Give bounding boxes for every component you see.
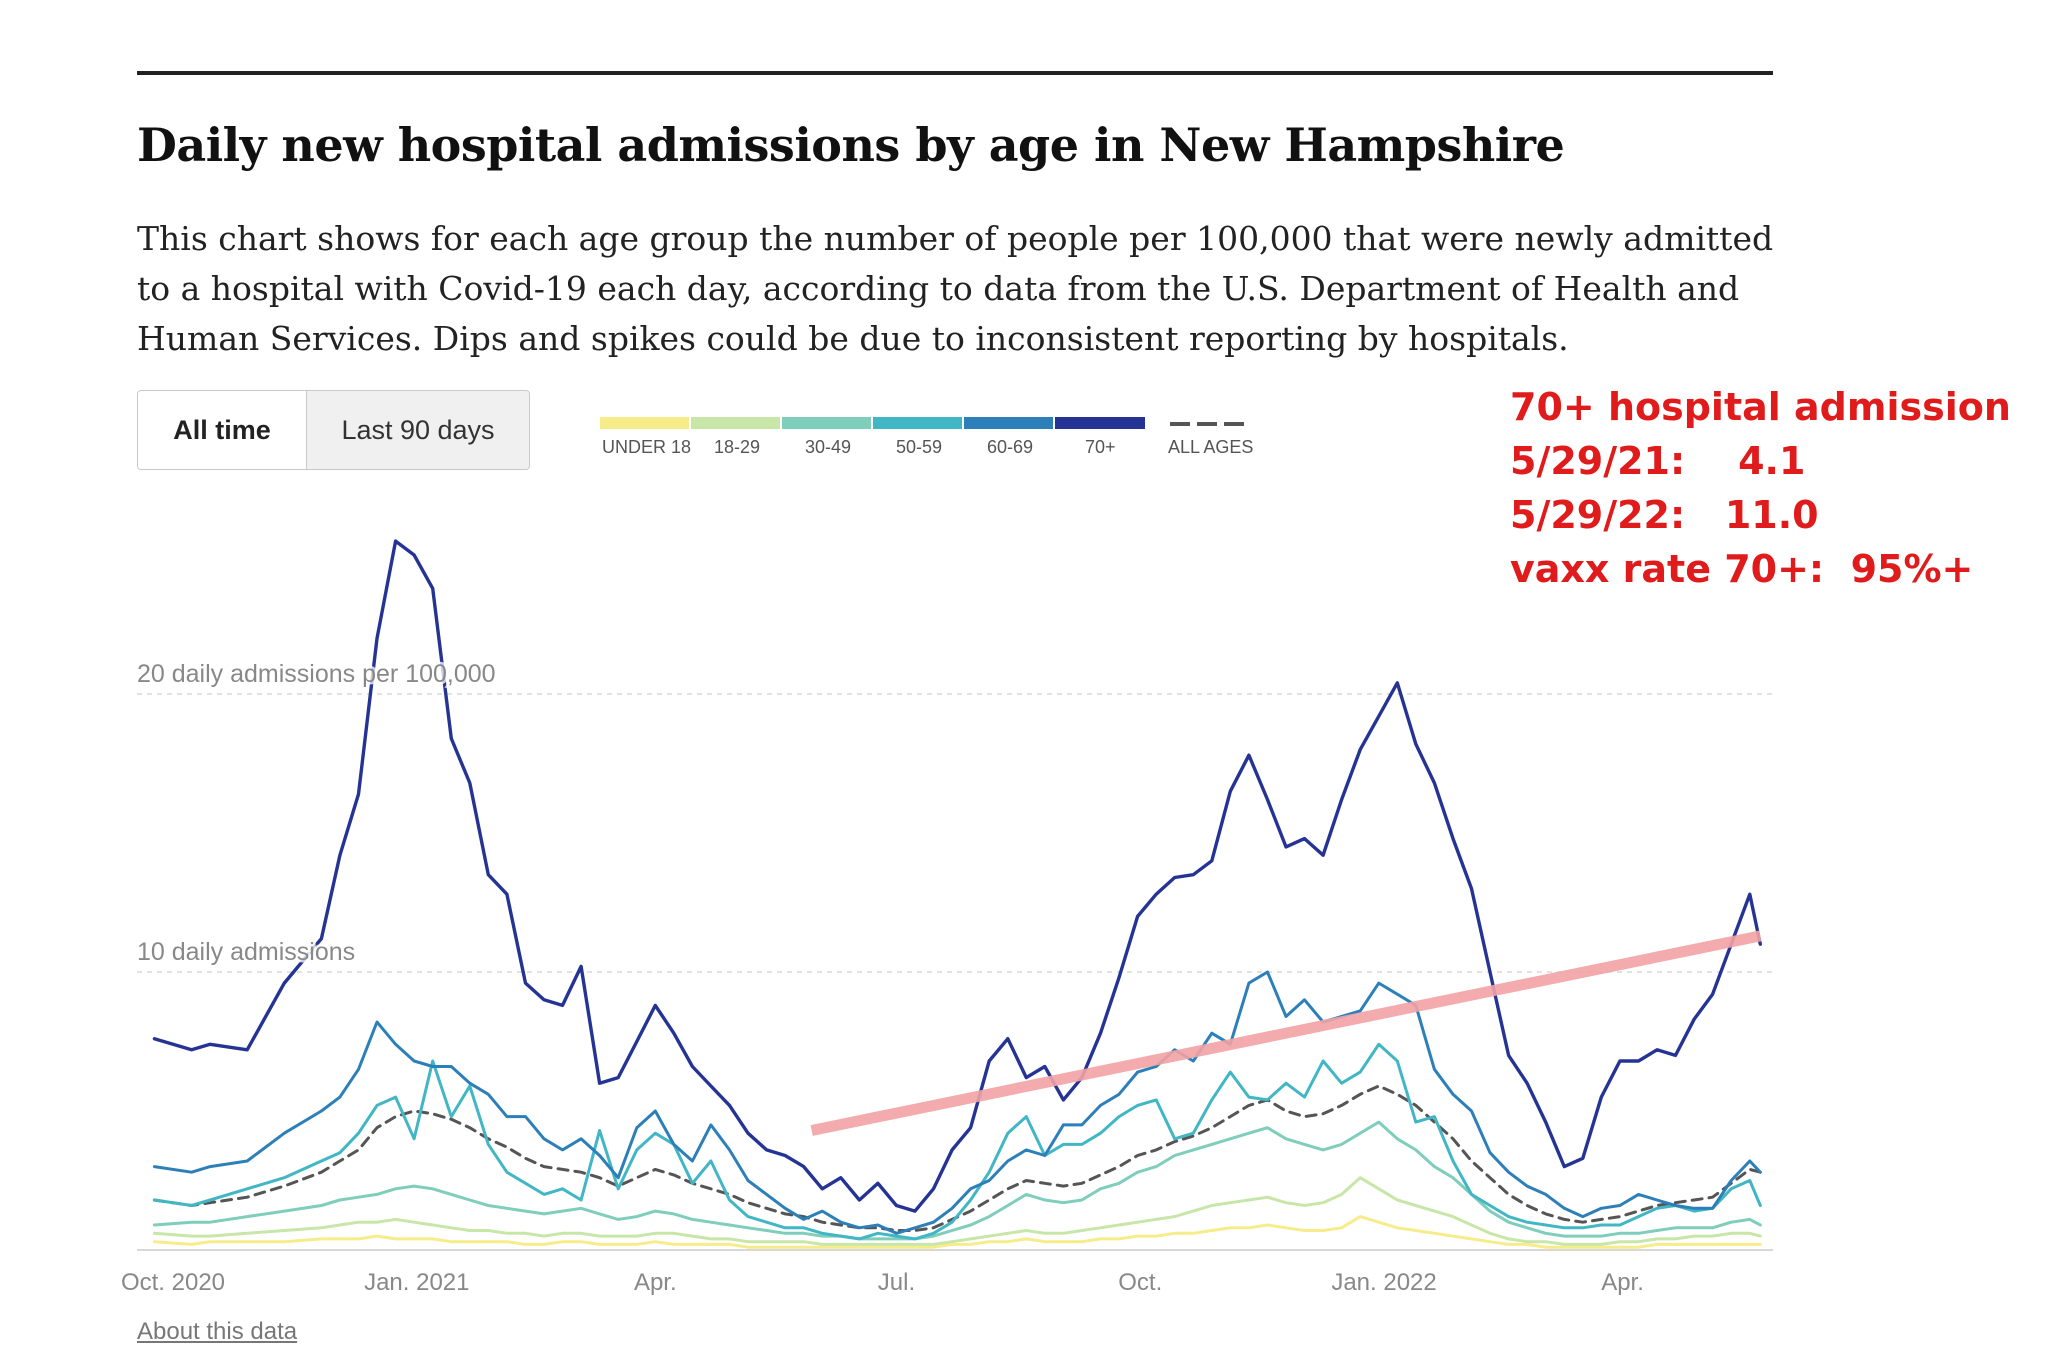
chart-description: This chart shows for each age group the … — [137, 219, 1774, 358]
x-tick-label: Apr. — [1601, 1269, 1644, 1296]
legend-swatch-60-69 — [964, 417, 1053, 429]
x-tick-label: Jul. — [878, 1269, 915, 1296]
legend-dash — [1197, 422, 1217, 426]
all-time-button[interactable]: All time — [138, 391, 306, 469]
y-tick-label-20: 20 daily admissions per 100,000 — [137, 660, 496, 688]
series-line-all-ages — [152, 1084, 1762, 1232]
series-line-70- — [152, 539, 1763, 1213]
annotation-line-4: vaxx rate 70+: 95%+ — [1510, 547, 1974, 591]
series-line-18-29 — [152, 1176, 1762, 1246]
x-tick-label: Jan. 2021 — [364, 1269, 469, 1296]
chart-title: Daily new hospital admissions by age in … — [137, 118, 1565, 172]
legend-label-30-49: 30-49 — [805, 437, 852, 457]
legend-dash — [1170, 422, 1190, 426]
series-line-60-69 — [152, 970, 1762, 1235]
x-tick-label: Oct. — [1118, 1269, 1162, 1296]
legend-dash — [1224, 422, 1244, 426]
time-range-toggle: All time Last 90 days — [137, 390, 530, 470]
x-tick-label: Apr. — [634, 1269, 677, 1296]
legend-swatch-under-18 — [600, 417, 689, 429]
series-line-30-49 — [152, 1120, 1762, 1241]
annotation-line-1: 70+ hospital admission — [1510, 385, 2011, 429]
legend-label-50-59: 50-59 — [896, 437, 943, 457]
about-this-data-link[interactable]: About this data — [137, 1318, 298, 1345]
legend-label-under-18: UNDER 18 — [602, 437, 692, 457]
annotation-line-2: 5/29/21: 4.1 — [1510, 439, 1806, 483]
legend-label-18-29: 18-29 — [714, 437, 761, 457]
annotation-line-3: 5/29/22: 11.0 — [1510, 493, 1819, 537]
series-line-50-59 — [152, 1042, 1762, 1241]
y-tick-label-10: 10 daily admissions — [137, 938, 355, 966]
series-line-under-18 — [152, 1215, 1762, 1249]
legend-label-60-69: 60-69 — [987, 437, 1034, 457]
top-rule — [137, 71, 1773, 75]
legend-label-70-plus: 70+ — [1085, 437, 1116, 457]
red-annotation: 70+ hospital admission 5/29/21: 4.1 5/29… — [1510, 380, 2011, 596]
x-tick-label: Oct. 2020 — [121, 1269, 225, 1296]
legend-label-all-ages: ALL AGES — [1168, 437, 1254, 457]
trend-line — [810, 930, 1762, 1136]
legend-swatch-70-plus — [1055, 417, 1145, 429]
legend-swatch-50-59 — [873, 417, 962, 429]
legend-swatch-18-29 — [691, 417, 780, 429]
last-90-days-button[interactable]: Last 90 days — [306, 391, 529, 469]
x-tick-label: Jan. 2022 — [1331, 1269, 1436, 1296]
legend-swatch-30-49 — [782, 417, 871, 429]
